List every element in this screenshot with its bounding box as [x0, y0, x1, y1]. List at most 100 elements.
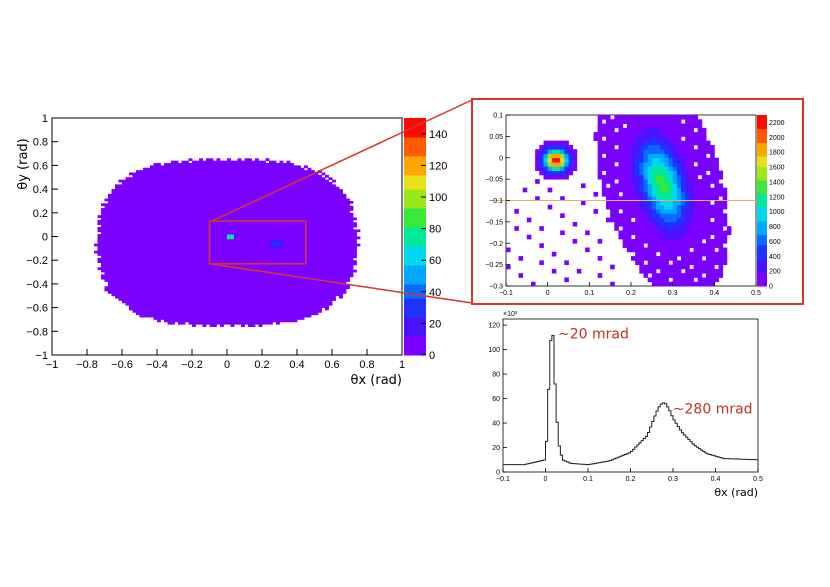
full-map-cell [353, 217, 357, 221]
full-map-cell [332, 298, 336, 301]
full-map-cell [150, 248, 154, 252]
full-map-cell [311, 217, 315, 221]
full-map-cell [160, 250, 165, 254]
full-map-cell [178, 245, 182, 249]
full-map-cell [220, 241, 224, 245]
full-map-cell [181, 260, 186, 263]
full-map-cell [146, 212, 151, 216]
full-map-cell [216, 291, 221, 294]
full-map-cell [248, 215, 252, 218]
full-map-cell [297, 238, 301, 242]
full-map-cell [213, 312, 217, 316]
full-map-cell [202, 238, 207, 242]
full-map-cell [115, 184, 119, 188]
zoom-map-cell [568, 153, 574, 159]
full-map-cell [237, 203, 242, 207]
full-map-cell [139, 241, 144, 245]
full-map-cell [199, 309, 203, 313]
full-map-cell [164, 245, 168, 249]
full-map-cell [300, 212, 305, 216]
full-map-cell [279, 307, 284, 311]
full-map-cell [202, 170, 207, 173]
full-map-cell [160, 205, 165, 209]
full-map-cell [181, 291, 186, 294]
full-map-cell [171, 186, 175, 190]
full-map-cell [153, 238, 158, 242]
full-map-cell [181, 181, 186, 185]
full-map-cell [311, 181, 315, 185]
full-map-cell [227, 253, 231, 256]
full-map-cell [153, 264, 158, 268]
full-map-cell [279, 250, 284, 254]
full-map-cell [143, 203, 147, 207]
full-map-cell [314, 279, 319, 282]
full-map-cell [297, 229, 301, 233]
full-map-cell [332, 257, 336, 261]
full-map-cell [230, 293, 235, 297]
full-map-cell [202, 255, 207, 259]
zoom-map-cell [614, 187, 619, 193]
full-map-cell [118, 212, 123, 216]
full-map-cell [335, 200, 340, 204]
full-map-cell [307, 245, 312, 249]
full-map-cell [153, 205, 158, 209]
full-map-cell [132, 208, 137, 211]
full-map-cell [129, 224, 133, 228]
full-map-cell [321, 181, 326, 185]
full-map-cell [258, 302, 263, 306]
full-map-cell [318, 174, 322, 178]
full-map-cell [244, 274, 249, 278]
full-map-cell [342, 253, 347, 256]
full-map-cell [307, 181, 312, 185]
full-map-cell [139, 307, 144, 311]
full-map-cell [244, 170, 249, 173]
full-map-cell [248, 191, 252, 195]
full-map-cell [262, 281, 266, 285]
full-map-cell [192, 245, 196, 249]
full-map-cell [276, 179, 280, 183]
full-map-cell [244, 196, 249, 199]
full-map-cell [202, 200, 207, 204]
full-map-cell [237, 179, 242, 183]
zoom-map-cell [631, 247, 636, 253]
full-map-cell [164, 269, 168, 273]
full-map-cell [346, 274, 350, 278]
full-map-cell [283, 295, 287, 299]
full-map-cell [160, 181, 165, 185]
full-map-cell [237, 317, 242, 320]
zoom-map-cell [614, 226, 619, 231]
full-map-cell [304, 267, 308, 271]
full-map-cell [328, 238, 333, 242]
full-map-cell [349, 260, 354, 263]
full-map-cell [181, 227, 186, 230]
full-map-cell [122, 300, 126, 304]
zoom-map-cell [622, 200, 628, 206]
full-map-cell [227, 198, 231, 202]
full-map-cell [108, 250, 112, 254]
full-map-cell [153, 293, 158, 297]
full-map-cell [339, 250, 343, 254]
full-map-cell [97, 234, 102, 237]
full-map-cell [279, 163, 284, 166]
full-map-cell [349, 272, 354, 275]
full-map-cell [192, 291, 196, 294]
full-map-cell [230, 253, 235, 256]
full-map-cell [139, 238, 144, 242]
full-map-cell [339, 293, 343, 297]
full-map-cell [213, 283, 217, 287]
full-map-cell [160, 298, 165, 301]
zoom-map-cell [618, 221, 624, 227]
full-map-cell [251, 181, 256, 185]
full-map-cell [160, 196, 165, 199]
full-map-cell [146, 264, 151, 268]
full-map-cell [136, 191, 140, 195]
full-map-cell [104, 250, 109, 254]
full-map-cell [262, 243, 266, 247]
full-map-cell [244, 312, 249, 316]
full-map-ytick-label: −0.8 [26, 326, 48, 338]
full-map-cell [153, 243, 158, 247]
full-map-cell [188, 309, 193, 313]
full-map-cell [160, 222, 165, 226]
full-map-cell [325, 253, 329, 256]
